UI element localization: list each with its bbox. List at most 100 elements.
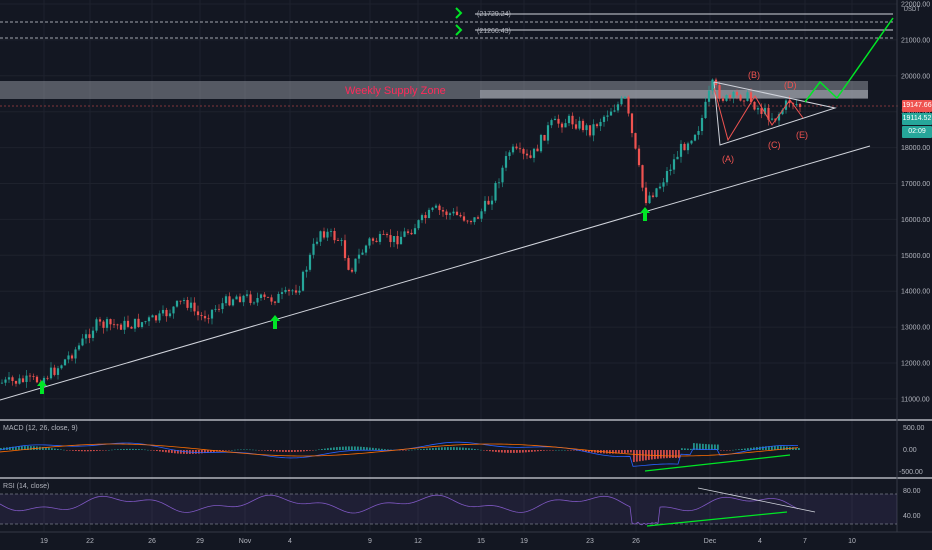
candle: [420, 213, 424, 224]
macd-bar: [54, 448, 56, 450]
macd-bar: [252, 449, 254, 451]
macd-bar: [711, 444, 713, 450]
macd-bar: [336, 447, 338, 450]
candle: [109, 318, 112, 331]
macd-panel[interactable]: [0, 441, 800, 467]
candle: [130, 325, 133, 329]
candle: [126, 315, 130, 329]
macd-bar: [543, 450, 545, 451]
macd-bar: [0, 448, 2, 450]
macd-bar: [147, 449, 149, 451]
macd-bar: [528, 450, 530, 453]
macd-bar: [27, 446, 29, 450]
candle: [343, 234, 347, 261]
macd-bar: [702, 443, 704, 450]
macd-bar: [360, 446, 362, 450]
candle: [203, 310, 207, 322]
candle: [459, 212, 462, 218]
candle: [172, 306, 175, 319]
macd-bar: [399, 450, 401, 451]
candle: [585, 123, 588, 136]
candle: [252, 301, 256, 306]
macd-bar: [303, 450, 305, 452]
macd-bar: [33, 446, 35, 450]
candle: [756, 105, 760, 115]
macd-bar: [729, 450, 731, 451]
candle: [105, 316, 109, 332]
rsi-trendline[interactable]: [697, 487, 816, 513]
candle: [487, 196, 490, 205]
candle: [613, 104, 616, 113]
macd-bar: [660, 450, 662, 459]
rsi-divergence-line[interactable]: [646, 511, 788, 527]
candle: [186, 296, 189, 311]
candle: [280, 287, 284, 300]
candle: [221, 297, 224, 314]
rsi-label[interactable]: RSI (14, close): [3, 483, 50, 490]
macd-bar: [207, 450, 209, 453]
macd-bar: [342, 446, 344, 450]
triangle-pattern[interactable]: [713, 81, 837, 146]
macd-bar: [21, 446, 23, 450]
price-axis[interactable]: 22000.00 21000.00 20000.00 19000.00 18000.00…: [901, 2, 930, 404]
macd-tick-neg500: -500.00: [899, 469, 923, 476]
candle: [81, 334, 84, 347]
macd-bar: [213, 450, 215, 453]
candle: [231, 298, 235, 307]
candle: [616, 101, 620, 113]
macd-bar: [639, 450, 641, 462]
macd-bar: [18, 446, 20, 450]
candlestick-series[interactable]: [0, 77, 802, 388]
macd-bar: [195, 450, 197, 454]
macd-bar: [483, 450, 485, 451]
candle: [445, 209, 448, 220]
macd-bar: [129, 448, 131, 450]
macd-bar: [135, 448, 137, 450]
macd-bar: [69, 450, 71, 451]
rsi-panel[interactable]: [0, 494, 799, 526]
macd-bar: [477, 449, 479, 450]
candle: [665, 167, 669, 186]
macd-bar: [66, 450, 68, 451]
candle: [88, 328, 91, 344]
price-tick: 22000.00: [901, 2, 930, 9]
macd-bar: [564, 449, 566, 451]
candle: [158, 310, 161, 323]
time-tick: Dec: [704, 538, 717, 545]
candle: [438, 203, 441, 215]
macd-bar: [777, 446, 779, 450]
macd-bar: [717, 444, 719, 450]
candle: [378, 231, 382, 245]
macd-divergence-line[interactable]: [644, 454, 791, 472]
candle: [182, 297, 186, 305]
signal-line: [0, 443, 799, 457]
macd-bar: [627, 450, 629, 453]
candle: [238, 293, 242, 303]
price-tick: 18000.00: [901, 145, 930, 152]
time-axis[interactable]: 19 22 26 29 Nov 4 9 12 15 19 23 26 Dec 4 7 10: [40, 538, 856, 545]
macd-bar: [741, 448, 743, 450]
candle: [406, 229, 410, 235]
candle: [700, 114, 704, 136]
macd-bar: [15, 446, 17, 450]
macd-bar: [408, 449, 410, 451]
candle: [21, 375, 25, 384]
time-tick: 22: [86, 538, 94, 545]
candle: [476, 215, 480, 219]
candle: [651, 192, 655, 199]
macd-bar: [405, 450, 407, 451]
macd-bar: [348, 446, 350, 450]
support-trendline[interactable]: [0, 145, 871, 401]
wave-path[interactable]: [713, 87, 804, 142]
projection-path[interactable]: [804, 17, 894, 103]
macd-bar: [666, 450, 668, 459]
macd-bar: [570, 450, 572, 451]
macd-bar: [426, 448, 428, 450]
macd-bar: [165, 450, 167, 453]
price-tick: 14000.00: [901, 289, 930, 296]
price-grid: [0, 0, 897, 532]
macd-label[interactable]: MACD (12, 26, close, 9): [3, 425, 78, 432]
candle: [273, 300, 277, 306]
candle: [711, 78, 714, 95]
